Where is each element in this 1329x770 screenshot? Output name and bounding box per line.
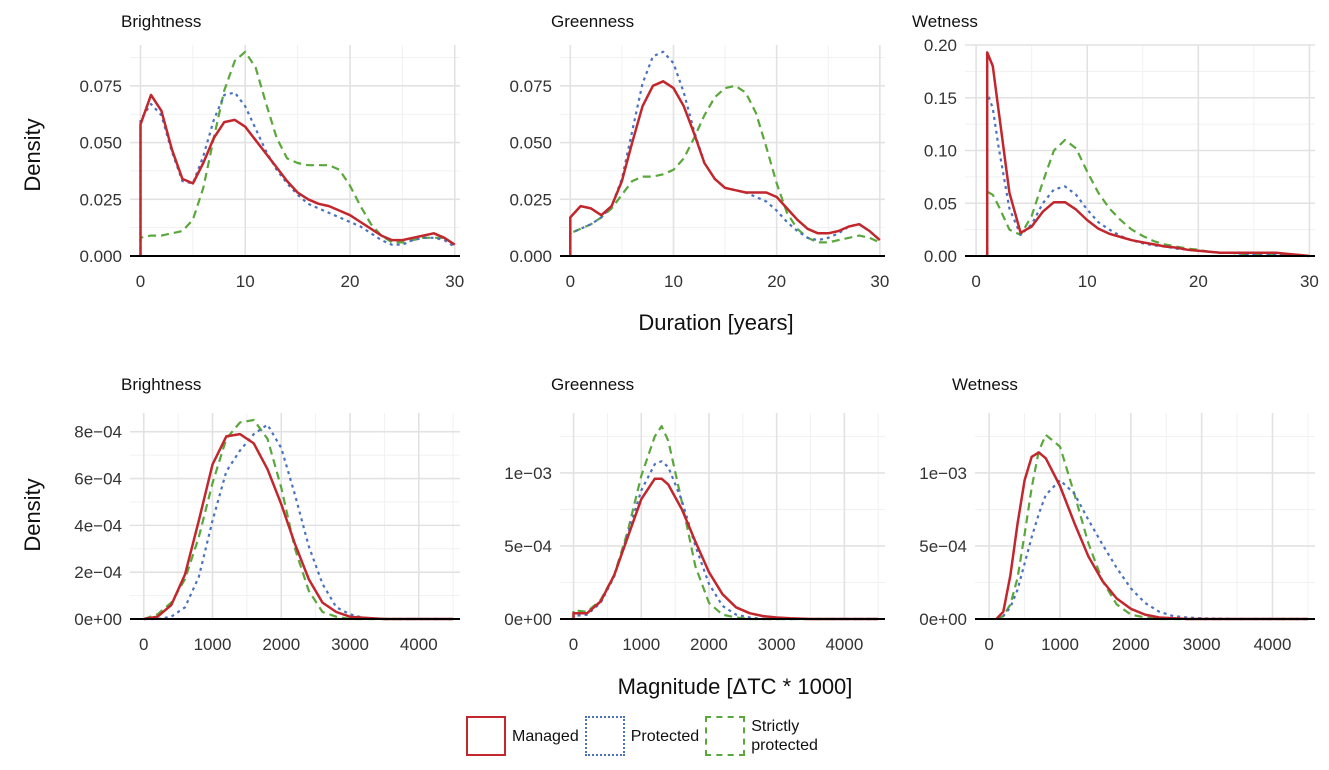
series-line-protected (572, 460, 879, 621)
series-line-managed (985, 51, 1310, 258)
legend-item-managed: Managed (466, 716, 579, 756)
panel-title: Wetness (952, 375, 1018, 394)
series-line-strictly-protected (139, 50, 456, 256)
x-tick-label: 0 (139, 635, 148, 654)
legend: Managed Protected Strictly protected (466, 704, 824, 768)
duration-xlabel: Duration [years] (638, 310, 793, 335)
y-tick-label: 0.025 (509, 190, 552, 209)
x-tick-label: 1000 (622, 635, 660, 654)
x-tick-label: 10 (664, 272, 683, 291)
y-tick-label: 1e−03 (919, 464, 967, 483)
y-tick-label: 5e−04 (504, 537, 552, 556)
legend-label-protected: Protected (630, 727, 700, 745)
x-tick-label: 20 (341, 272, 360, 291)
series-line-protected (143, 423, 454, 621)
panel-mag-greenness: 0 1000 2000 3000 4000 0e+00 5e−04 1e−03 Greennes… (504, 375, 885, 654)
series-line-managed (139, 93, 456, 256)
legend-key-protected (584, 716, 625, 756)
x-tick-label: 20 (1189, 272, 1208, 291)
y-tick-label: 0.20 (924, 36, 957, 55)
panel-mag-brightness: 0 1000 2000 3000 4000 0e+00 2e−04 4e−04 6e−04 8e−… (74, 375, 460, 654)
y-tick-label: 0.050 (509, 134, 552, 153)
x-tick-label: 1000 (1041, 635, 1079, 654)
y-tick-label: 4e−04 (74, 516, 122, 535)
x-tick-label: 3000 (758, 635, 796, 654)
series-line-managed (572, 477, 879, 621)
legend-item-strictly-protected: Strictly protected (705, 716, 818, 756)
y-tick-label: 0e+00 (504, 610, 552, 629)
series-line-strictly-protected (986, 138, 1310, 258)
panel-mag-wetness: 0 1000 2000 3000 4000 0e+00 5e−04 1e−03 Wetness (919, 375, 1315, 654)
x-tick-label: 2000 (262, 635, 300, 654)
panel-dur-greenness: 0 10 20 30 0.000 0.025 0.050 0.075 Greenness (509, 12, 889, 291)
x-tick-label: 0 (136, 272, 145, 291)
y-tick-label: 5e−04 (919, 537, 967, 556)
legend-label-managed: Managed (512, 727, 579, 745)
y-tick-label: 6e−04 (74, 470, 122, 489)
x-tick-label: 30 (870, 272, 889, 291)
series-line-managed (995, 451, 1308, 621)
x-tick-label: 2000 (690, 635, 728, 654)
y-tick-label: 0.075 (79, 77, 122, 96)
x-tick-label: 3000 (1183, 635, 1221, 654)
y-tick-label: 2e−04 (74, 563, 122, 582)
x-tick-label: 0 (984, 635, 993, 654)
y-tick-label: 0e+00 (919, 610, 967, 629)
x-tick-label: 1000 (194, 635, 232, 654)
x-tick-label: 10 (1078, 272, 1097, 291)
x-tick-label: 0 (569, 635, 578, 654)
panel-title: Wetness (912, 12, 978, 31)
series-line-strictly-protected (143, 418, 454, 621)
x-tick-label: 20 (767, 272, 786, 291)
x-tick-label: 0 (566, 272, 575, 291)
panel-dur-wetness: 0 10 20 30 0.00 0.05 0.10 0.15 0.20 Wetness (912, 12, 1319, 291)
series-line-managed (569, 80, 881, 256)
x-tick-label: 10 (236, 272, 255, 291)
legend-key-strictly-protected (705, 716, 746, 756)
y-tick-label: 8e−04 (74, 423, 122, 442)
x-tick-label: 3000 (331, 635, 369, 654)
magnitude-xlabel: Magnitude [ΔTC * 1000] (618, 674, 853, 699)
series-line-strictly-protected (569, 84, 881, 256)
x-tick-label: 30 (1300, 272, 1319, 291)
series-line-strictly-protected (995, 433, 1308, 621)
y-tick-label: 0e+00 (74, 610, 122, 629)
panel-title: Greenness (551, 12, 634, 31)
x-tick-label: 4000 (825, 635, 863, 654)
panel-title: Brightness (121, 375, 201, 394)
x-tick-label: 0 (971, 272, 980, 291)
y-tick-label: 0.15 (924, 89, 957, 108)
y-tick-label: 0.10 (924, 142, 957, 161)
y-tick-label: 0.050 (79, 134, 122, 153)
legend-item-protected: Protected (584, 716, 700, 756)
top-row-ylabel: Density (20, 118, 45, 191)
panel-title: Brightness (121, 12, 201, 31)
series-line-protected (986, 91, 1310, 258)
legend-label-strictly-protected: Strictly protected (751, 718, 818, 754)
x-tick-label: 4000 (400, 635, 438, 654)
panel-title: Greenness (551, 375, 634, 394)
series-line-strictly-protected (572, 425, 879, 621)
y-tick-label: 0.05 (924, 194, 957, 213)
y-tick-label: 0.075 (509, 77, 552, 96)
y-tick-label: 0.000 (509, 247, 552, 266)
y-tick-label: 0.025 (79, 190, 122, 209)
x-tick-label: 30 (445, 272, 464, 291)
x-tick-label: 2000 (1112, 635, 1150, 654)
panel-dur-brightness: 0 10 20 30 0.000 0.025 0.050 0.075 Brightness (79, 12, 464, 291)
y-tick-label: 0.000 (79, 247, 122, 266)
density-figure: Duration [years] Magnitude [ΔTC * 1000] … (20, 12, 1319, 699)
y-tick-label: 0.00 (924, 247, 957, 266)
bottom-row-ylabel: Density (20, 478, 45, 551)
series-line-protected (995, 479, 1308, 621)
series-line-managed (143, 432, 454, 621)
x-tick-label: 4000 (1254, 635, 1292, 654)
legend-key-managed (466, 716, 506, 756)
y-tick-label: 1e−03 (504, 464, 552, 483)
